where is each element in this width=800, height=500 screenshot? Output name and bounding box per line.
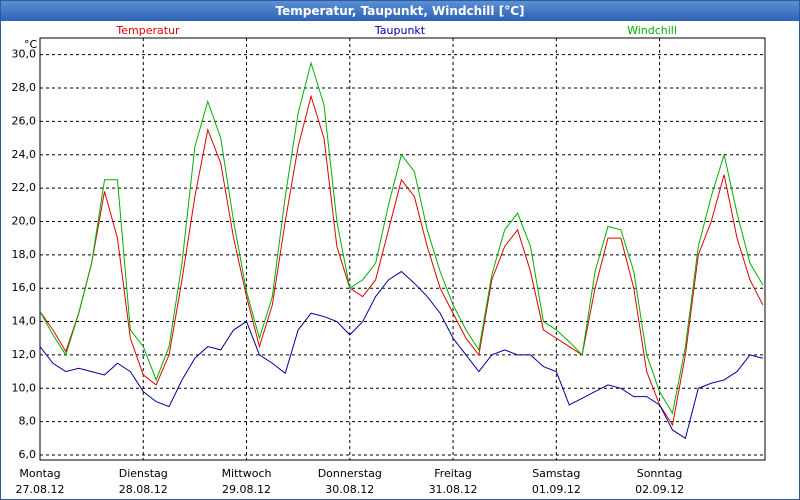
series-line (39, 270, 763, 440)
plot-frame (39, 37, 766, 461)
x-tick-date: 27.08.12 (16, 483, 65, 496)
x-tick-label: Samstag (532, 467, 580, 480)
y-tick-label: 16,0 (12, 281, 37, 294)
y-unit: °C (24, 38, 38, 51)
x-tick-label: Sonntag (637, 467, 683, 480)
legend-entry: Taupunkt (374, 24, 426, 37)
y-tick-label: 6,0 (19, 448, 37, 461)
x-tick-date: 31.08.12 (429, 483, 478, 496)
legend-entry: Windchill (627, 24, 677, 37)
y-tick-label: 12,0 (12, 348, 37, 361)
x-tick-label: Donnerstag (318, 467, 382, 480)
y-tick-label: 24,0 (12, 148, 37, 161)
x-tick-date: 29.08.12 (222, 483, 271, 496)
x-tick-label: Montag (19, 467, 60, 480)
y-tick-label: 30,0 (12, 48, 37, 61)
y-tick-label: 8,0 (19, 415, 37, 428)
legend-entry: Temperatur (115, 24, 180, 37)
y-tick-label: 20,0 (12, 214, 37, 227)
y-tick-label: 18,0 (12, 248, 37, 261)
y-tick-label: 22,0 (12, 181, 37, 194)
x-tick-label: Mittwoch (222, 467, 272, 480)
y-tick-label: 28,0 (12, 81, 37, 94)
y-tick-label: 10,0 (12, 381, 37, 394)
x-tick-date: 01.09.12 (532, 483, 581, 496)
x-tick-date: 02.09.12 (635, 483, 684, 496)
series-line (39, 94, 764, 427)
x-tick-label: Freitag (434, 467, 472, 480)
title-bar: Temperatur, Taupunkt, Windchill [°C] (1, 1, 799, 21)
x-tick-date: 30.08.12 (325, 483, 374, 496)
series-line (39, 61, 764, 415)
y-tick-label: 26,0 (12, 114, 37, 127)
x-tick-label: Dienstag (119, 467, 168, 480)
x-tick-date: 28.08.12 (119, 483, 168, 496)
y-tick-label: 14,0 (12, 315, 37, 328)
